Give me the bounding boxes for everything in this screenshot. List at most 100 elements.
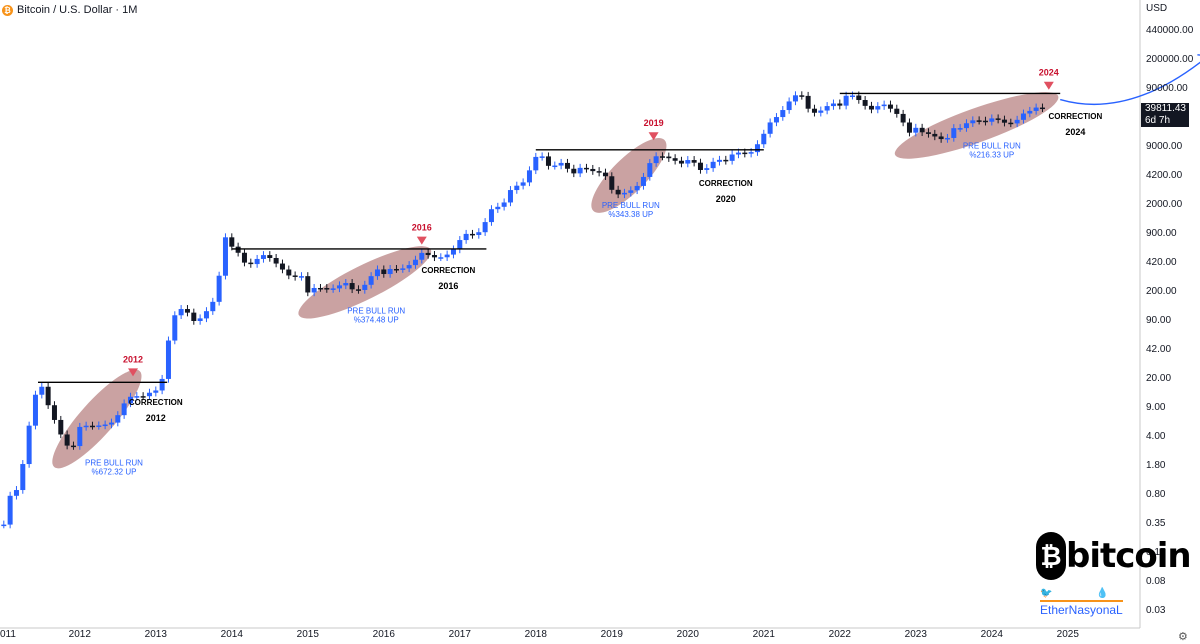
candle-body xyxy=(913,127,919,133)
time-axis-label: 2016 xyxy=(373,629,396,640)
time-axis-labels: 011 2012 2013 2014 2015 2016 2017 2018 2019 2020 2… xyxy=(0,629,1079,640)
candle-body xyxy=(723,159,729,162)
pre-bull-run-percent: %374.48 UP xyxy=(354,316,399,325)
price-axis-label: 20.00 xyxy=(1146,373,1171,384)
candle-body xyxy=(39,386,45,395)
price-axis-label: 4200.00 xyxy=(1146,170,1183,181)
candle-body xyxy=(197,318,203,322)
candle-body xyxy=(425,252,431,256)
candle-body xyxy=(1039,107,1045,110)
candle-body xyxy=(178,309,184,316)
pre-bull-run-title: PRE BULL RUN xyxy=(602,201,660,210)
candle-body xyxy=(222,237,228,276)
candle-body xyxy=(305,276,311,293)
candle-body xyxy=(843,95,849,106)
chart-header: ₿ Bitcoin / U.S. Dollar · 1M xyxy=(0,0,137,20)
candle-body xyxy=(324,288,330,290)
candle-body xyxy=(995,118,1001,120)
candle-body xyxy=(615,189,621,195)
twitter-bird-icon: 🐦 xyxy=(1040,588,1053,599)
candle-body xyxy=(343,283,349,286)
time-axis-label: 2022 xyxy=(829,629,852,640)
candle-body xyxy=(203,311,209,319)
candle-body xyxy=(216,275,222,302)
candle-body xyxy=(260,255,266,259)
price-axis-label: 0.35 xyxy=(1146,518,1166,529)
candle-body xyxy=(77,426,83,447)
logo-text: bitcoin xyxy=(1066,536,1192,576)
candle-body xyxy=(1014,119,1020,124)
candle-body xyxy=(248,262,254,265)
candle-body xyxy=(83,425,89,428)
price-axis-label: 200.00 xyxy=(1146,286,1177,297)
candle-body xyxy=(729,154,735,161)
candle-body xyxy=(20,464,26,491)
price-axis-label: 0.80 xyxy=(1146,489,1166,500)
candle-body xyxy=(140,396,146,398)
candle-body xyxy=(919,127,925,133)
candle-body xyxy=(13,490,19,496)
candle-body xyxy=(32,394,38,426)
candle-body xyxy=(488,209,494,223)
candle-body xyxy=(1020,113,1026,120)
bitcoin-coin-icon: ₿ xyxy=(2,4,13,16)
candle-body xyxy=(894,108,900,114)
candle-body xyxy=(406,265,412,269)
candle-body xyxy=(792,95,798,102)
correction-label: CORRECTION xyxy=(1049,112,1103,121)
author-name: EtherNasyonaL xyxy=(1040,603,1123,617)
time-axis-label: 2023 xyxy=(905,629,928,640)
bar-countdown: 6d 7h xyxy=(1145,115,1171,126)
candle-body xyxy=(431,255,437,258)
candle-body xyxy=(1027,110,1033,114)
time-axis-label: 2012 xyxy=(69,629,92,640)
candle-body xyxy=(767,122,773,134)
candle-body xyxy=(51,405,57,420)
pre-bull-run-ellipse xyxy=(52,369,142,469)
candle-body xyxy=(647,163,653,177)
candle-body xyxy=(229,237,235,247)
bitcoin-b-icon: ₿ xyxy=(1036,532,1066,580)
candle-body xyxy=(108,422,114,425)
candle-body xyxy=(805,95,811,109)
candle-body xyxy=(824,106,830,111)
correction-year: 2024 xyxy=(1065,127,1085,137)
candle-body xyxy=(172,315,178,341)
candle-body xyxy=(102,424,108,427)
currency-label[interactable]: USD xyxy=(1146,3,1168,14)
pre-bull-run-ellipse xyxy=(591,138,667,213)
candle-body xyxy=(292,275,298,277)
correction-label: CORRECTION xyxy=(422,266,476,275)
candle-body xyxy=(697,162,703,170)
price-axis-label: 200000.00 xyxy=(1146,54,1194,65)
projection-curve xyxy=(1060,61,1200,106)
marker-year-label: 2012 xyxy=(123,354,143,364)
pre-bull-run-title: PRE BULL RUN xyxy=(963,141,1021,150)
candle-body xyxy=(317,287,323,290)
candle-body xyxy=(786,101,792,111)
price-axis-label: 420.00 xyxy=(1146,257,1177,268)
candle-body xyxy=(533,156,539,171)
marker-year-label: 2016 xyxy=(412,223,432,233)
time-axis-label: 011 xyxy=(0,629,16,640)
candle-body xyxy=(1001,119,1007,123)
candle-body xyxy=(64,434,70,446)
candle-body xyxy=(165,340,171,379)
price-axis-labels: 440000.00200000.0090000.0020000.009000.0… xyxy=(1146,25,1194,616)
correction-label: CORRECTION xyxy=(699,179,753,188)
candle-body xyxy=(1,524,7,527)
gear-icon[interactable]: ⚙ xyxy=(1178,631,1188,643)
candle-body xyxy=(628,190,634,193)
candle-body xyxy=(552,165,558,168)
candle-body xyxy=(1033,107,1039,111)
candle-body xyxy=(799,95,805,97)
candle-body xyxy=(279,263,285,270)
time-axis-label: 2014 xyxy=(221,629,244,640)
candle-body xyxy=(26,425,32,465)
candle-body xyxy=(70,445,76,448)
time-axis-label: 2025 xyxy=(1057,629,1080,640)
candle-body xyxy=(602,172,608,177)
candle-body xyxy=(811,108,817,113)
candle-body xyxy=(539,156,545,158)
candle-body xyxy=(951,128,957,138)
